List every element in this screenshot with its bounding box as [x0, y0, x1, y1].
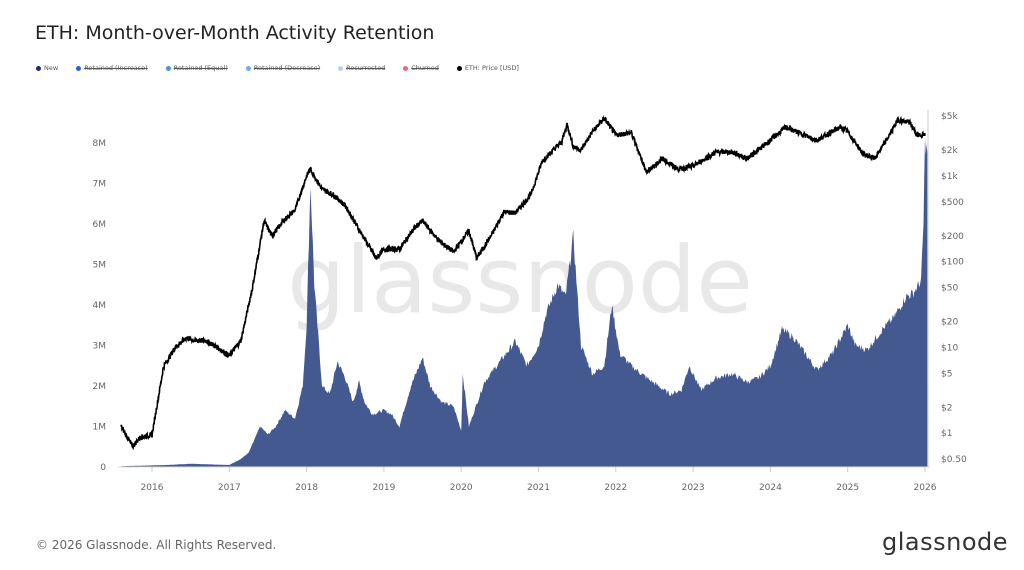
x-tick-label: 2017: [218, 483, 241, 493]
glassnode-logo: glassnode: [881, 528, 1008, 556]
legend-label: Retained (Equal): [173, 64, 228, 72]
y-right-tick-label: $0.50: [941, 455, 967, 465]
y-right-tick-label: $5k: [941, 112, 958, 122]
y-right-tick-label: $5: [941, 369, 952, 379]
series-line-eth-price: [120, 114, 926, 451]
legend-item[interactable]: Retained (Equal): [165, 64, 228, 72]
legend-dot-icon: [456, 65, 462, 71]
y-right-tick-label: $2: [941, 403, 952, 413]
legend-label: Churned: [411, 64, 439, 72]
copyright: © 2026 Glassnode. All Rights Reserved.: [36, 538, 277, 552]
legend-item[interactable]: Churned: [403, 64, 439, 72]
y-left-tick-label: 5M: [93, 261, 107, 271]
legend: New Retained (Increase) Retained (Equal) Re…: [36, 64, 537, 72]
legend-dot-icon: [338, 65, 344, 71]
y-right-tick-label: $1k: [941, 172, 958, 182]
legend-label: Resurrected: [346, 64, 386, 72]
y-right-tick-label: $50: [941, 284, 958, 294]
x-tick-label: 2021: [527, 483, 550, 493]
x-tick-label: 2022: [604, 483, 627, 493]
y-left-tick-label: 0: [100, 463, 106, 473]
legend-dot-icon: [36, 65, 41, 71]
y-left-tick-label: 1M: [93, 423, 107, 433]
x-tick-label: 2016: [141, 483, 164, 493]
x-tick-label: 2018: [295, 483, 318, 493]
watermark: glassnode: [287, 227, 753, 334]
y-right-tick-label: $20: [941, 318, 958, 328]
legend-label: Retained (Increase): [84, 64, 148, 72]
legend-item[interactable]: Resurrected: [338, 64, 385, 72]
y-right-tick-label: $10: [941, 343, 958, 353]
legend-item[interactable]: ETH: Price [USD]: [456, 64, 519, 72]
y-left-tick-label: 6M: [93, 220, 107, 230]
x-tick-label: 2024: [759, 483, 782, 493]
y-right-tick-label: $500: [941, 198, 964, 208]
legend-item[interactable]: Retained (Increase): [76, 64, 148, 72]
x-tick-label: 2023: [682, 483, 705, 493]
legend-dot-icon: [245, 65, 251, 71]
chart-title: ETH: Month-over-Month Activity Retention: [35, 22, 435, 44]
y-left-tick-label: 2M: [93, 382, 107, 392]
legend-label: ETH: Price [USD]: [464, 64, 519, 72]
y-right-tick-label: $2k: [941, 146, 958, 156]
legend-item[interactable]: Retained (Decrease): [245, 64, 321, 72]
legend-label: New: [44, 64, 59, 72]
legend-dot-icon: [165, 65, 171, 71]
y-left-tick-label: 7M: [93, 180, 107, 190]
legend-dot-icon: [403, 65, 409, 71]
x-tick-label: 2026: [914, 483, 937, 493]
legend-dot-icon: [76, 65, 82, 71]
y-right-tick-label: $200: [941, 232, 964, 242]
legend-label: Retained (Decrease): [253, 64, 321, 72]
series-area-new: [121, 137, 928, 468]
y-left-tick-label: 3M: [93, 342, 107, 352]
y-left-tick-label: 4M: [93, 301, 107, 311]
legend-item[interactable]: New: [36, 64, 58, 72]
x-tick-label: 2019: [372, 483, 395, 493]
x-tick-label: 2020: [450, 483, 473, 493]
y-right-tick-label: $100: [941, 258, 964, 268]
y-right-tick-label: $1: [941, 429, 952, 439]
y-left-tick-label: 8M: [93, 139, 107, 149]
x-tick-label: 2025: [836, 483, 859, 493]
